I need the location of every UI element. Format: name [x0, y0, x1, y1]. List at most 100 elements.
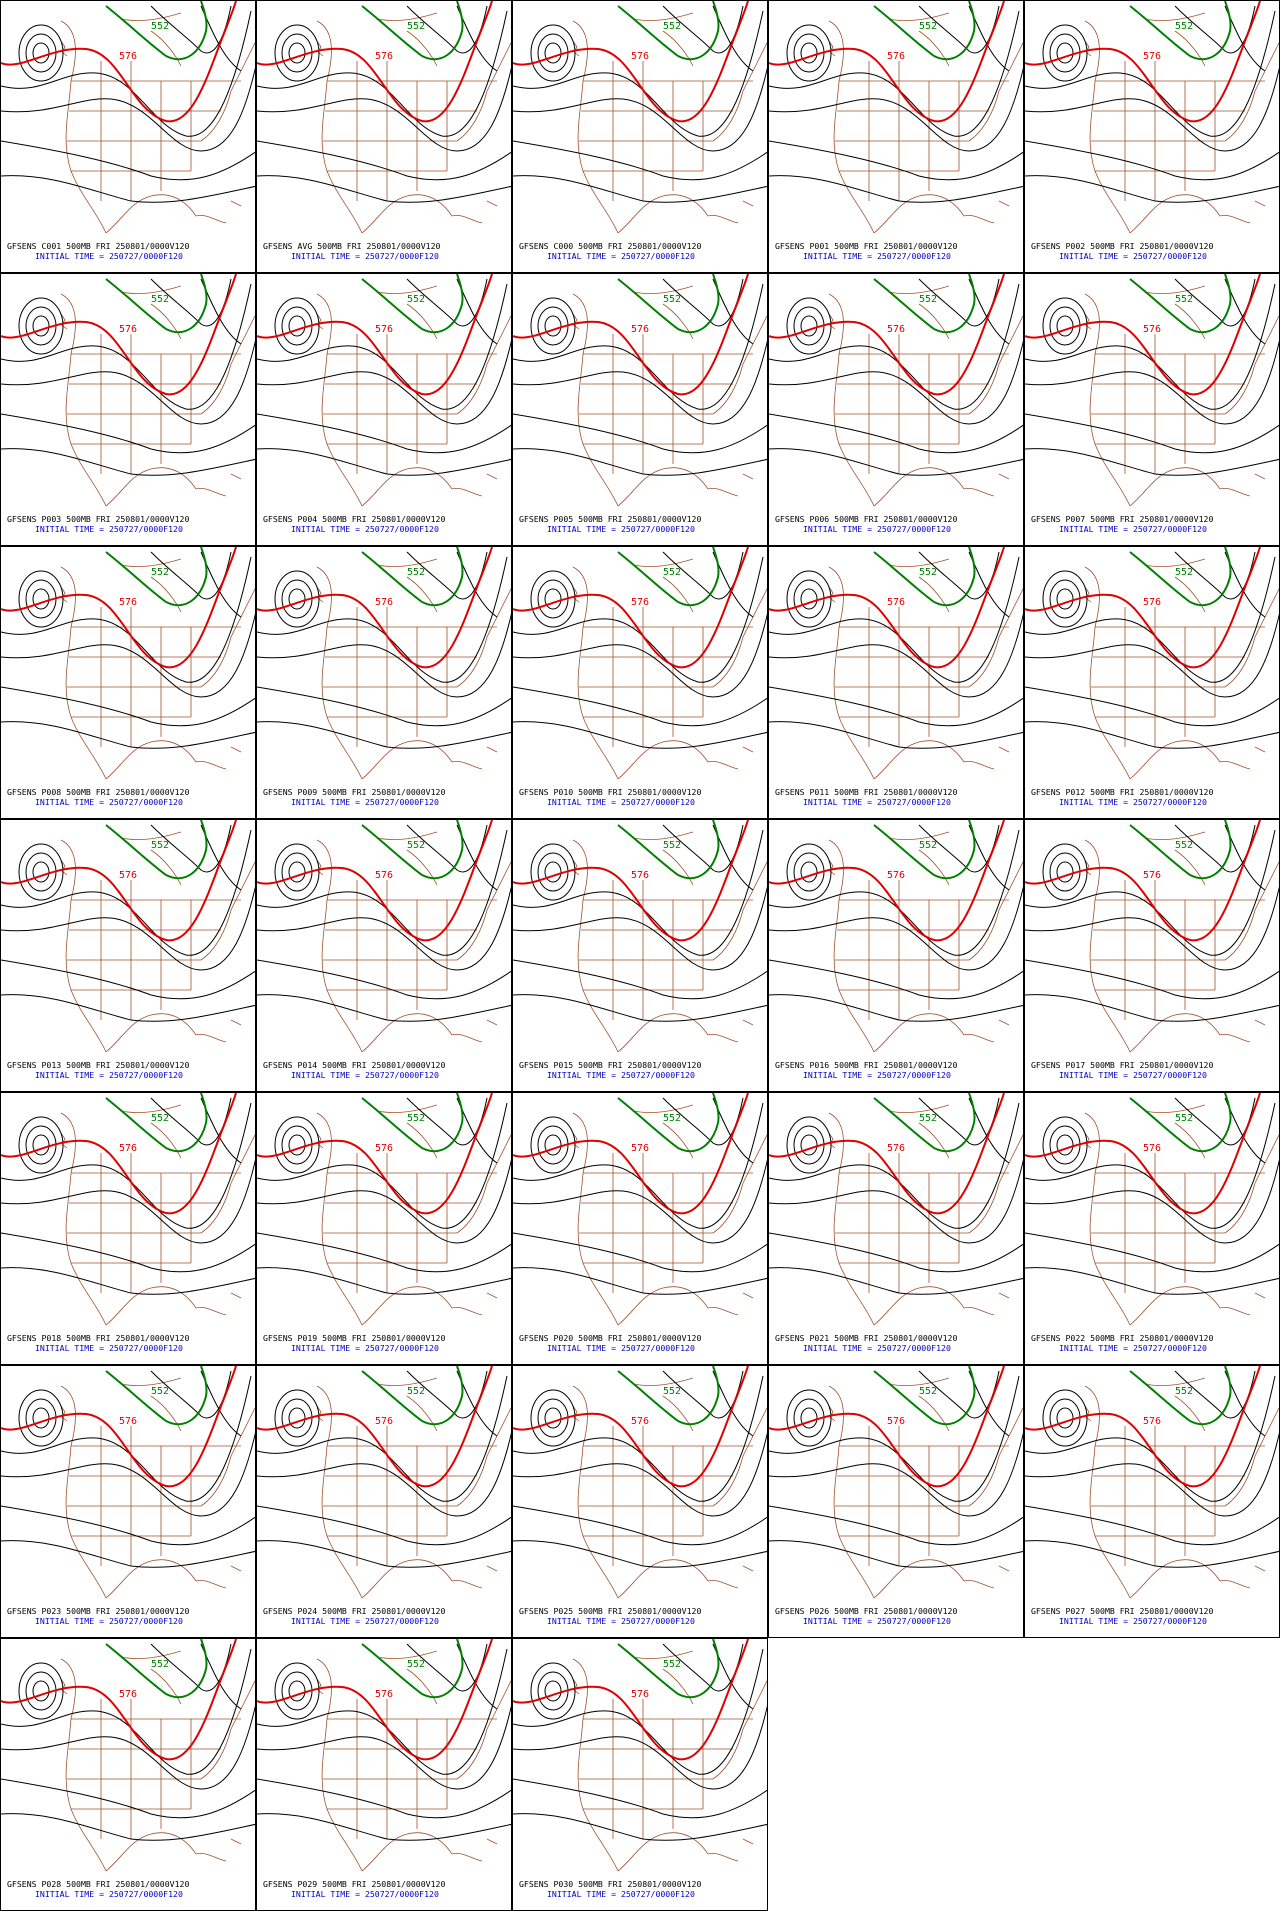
initial-time: INITIAL TIME = 250727/0000F120 [803, 251, 951, 261]
map-panel: 576 552 GFSENS P030 500MB FRI 250801/0000V… [512, 1638, 768, 1911]
initial-time: INITIAL TIME = 250727/0000F120 [803, 797, 951, 807]
map: 576 552 GFSENS AVG 500MB FRI 250801/0000V1… [257, 1, 511, 261]
map-contours [1, 547, 255, 780]
map-contours [257, 1639, 511, 1872]
panel-title: GFSENS P004 500MB FRI 250801/0000V120 [263, 514, 445, 524]
red-contour-label: 576 [119, 1689, 137, 1700]
map: 576 552 GFSENS P007 500MB FRI 250801/0000V… [1025, 274, 1279, 534]
green-contour-label: 552 [1175, 840, 1193, 851]
panel-title: GFSENS P009 500MB FRI 250801/0000V120 [263, 787, 445, 797]
red-contour-label: 576 [1143, 870, 1161, 881]
red-contour-label: 576 [1143, 1416, 1161, 1427]
map-contours [1025, 1093, 1279, 1326]
green-contour-label: 552 [1175, 21, 1193, 32]
red-contour-label: 576 [375, 870, 393, 881]
map-panel: 576 552 GFSENS P025 500MB FRI 250801/0000V… [512, 1365, 768, 1638]
panel-title: GFSENS P002 500MB FRI 250801/0000V120 [1031, 241, 1213, 251]
map-panel: 576 552 GFSENS AVG 500MB FRI 250801/0000V1… [256, 0, 512, 273]
map-panel: 576 552 GFSENS P027 500MB FRI 250801/0000V… [1024, 1365, 1280, 1638]
panel-title: GFSENS P005 500MB FRI 250801/0000V120 [519, 514, 701, 524]
initial-time: INITIAL TIME = 250727/0000F120 [1059, 251, 1207, 261]
map: 576 552 GFSENS P012 500MB FRI 250801/0000V… [1025, 547, 1279, 807]
red-contour-label: 576 [375, 1143, 393, 1154]
map-panel: 576 552 GFSENS P019 500MB FRI 250801/0000V… [256, 1092, 512, 1365]
map-contours [1, 1366, 255, 1599]
map-contours [1, 1, 255, 234]
map-panel: 576 552 GFSENS P013 500MB FRI 250801/0000V… [0, 819, 256, 1092]
map-panel: 576 552 GFSENS P016 500MB FRI 250801/0000V… [768, 819, 1024, 1092]
red-contour-label: 576 [631, 597, 649, 608]
map-contours [1, 820, 255, 1053]
map-panel: 576 552 GFSENS C000 500MB FRI 250801/0000V… [512, 0, 768, 273]
map-contours [513, 274, 767, 507]
red-contour-label: 576 [119, 1143, 137, 1154]
green-contour-label: 552 [151, 567, 169, 578]
green-contour-label: 552 [663, 21, 681, 32]
map-contours [257, 1366, 511, 1599]
red-contour-label: 576 [887, 1143, 905, 1154]
map: 576 552 GFSENS P028 500MB FRI 250801/0000V… [1, 1639, 255, 1899]
initial-time: INITIAL TIME = 250727/0000F120 [1059, 524, 1207, 534]
map-contours [1, 274, 255, 507]
map: 576 552 GFSENS P010 500MB FRI 250801/0000V… [513, 547, 767, 807]
map-contours [1, 1639, 255, 1872]
map: 576 552 GFSENS P011 500MB FRI 250801/0000V… [769, 547, 1023, 807]
map: 576 552 GFSENS P029 500MB FRI 250801/0000V… [257, 1639, 511, 1899]
map-contours [257, 274, 511, 507]
green-contour-label: 552 [151, 1113, 169, 1124]
map-panel: 576 552 GFSENS P012 500MB FRI 250801/0000V… [1024, 546, 1280, 819]
map: 576 552 GFSENS P021 500MB FRI 250801/0000V… [769, 1093, 1023, 1353]
red-contour-label: 576 [119, 597, 137, 608]
map-contours [1025, 547, 1279, 780]
map-panel: 576 552 GFSENS P023 500MB FRI 250801/0000V… [0, 1365, 256, 1638]
panel-title: GFSENS C000 500MB FRI 250801/0000V120 [519, 241, 701, 251]
map: 576 552 GFSENS C000 500MB FRI 250801/0000V… [513, 1, 767, 261]
map-panel: 576 552 GFSENS P001 500MB FRI 250801/0000V… [768, 0, 1024, 273]
map-panel: 576 552 GFSENS C001 500MB FRI 250801/0000V… [0, 0, 256, 273]
initial-time: INITIAL TIME = 250727/0000F120 [547, 1070, 695, 1080]
map: 576 552 GFSENS P025 500MB FRI 250801/0000V… [513, 1366, 767, 1626]
initial-time: INITIAL TIME = 250727/0000F120 [1059, 1616, 1207, 1626]
green-contour-label: 552 [407, 1113, 425, 1124]
map: 576 552 GFSENS P004 500MB FRI 250801/0000V… [257, 274, 511, 534]
initial-time: INITIAL TIME = 250727/0000F120 [803, 1343, 951, 1353]
map: 576 552 GFSENS P015 500MB FRI 250801/0000V… [513, 820, 767, 1080]
red-contour-label: 576 [631, 1143, 649, 1154]
map-panel: 576 552 GFSENS P017 500MB FRI 250801/0000V… [1024, 819, 1280, 1092]
map: 576 552 GFSENS P018 500MB FRI 250801/0000V… [1, 1093, 255, 1353]
map-contours [769, 1093, 1023, 1326]
map-panel: 576 552 GFSENS P002 500MB FRI 250801/0000V… [1024, 0, 1280, 273]
green-contour-label: 552 [151, 294, 169, 305]
map-panel: 576 552 GFSENS P020 500MB FRI 250801/0000V… [512, 1092, 768, 1365]
panel-title: GFSENS C001 500MB FRI 250801/0000V120 [7, 241, 189, 251]
panel-title: GFSENS P016 500MB FRI 250801/0000V120 [775, 1060, 957, 1070]
map-contours [769, 820, 1023, 1053]
map-panel: 576 552 GFSENS P014 500MB FRI 250801/0000V… [256, 819, 512, 1092]
map-contours [513, 1366, 767, 1599]
map: 576 552 GFSENS P030 500MB FRI 250801/0000V… [513, 1639, 767, 1899]
initial-time: INITIAL TIME = 250727/0000F120 [35, 1889, 183, 1899]
green-contour-label: 552 [1175, 294, 1193, 305]
initial-time: INITIAL TIME = 250727/0000F120 [35, 524, 183, 534]
panel-title: GFSENS P023 500MB FRI 250801/0000V120 [7, 1606, 189, 1616]
map-panel: 576 552 GFSENS P022 500MB FRI 250801/0000V… [1024, 1092, 1280, 1365]
map-panel: 576 552 GFSENS P004 500MB FRI 250801/0000V… [256, 273, 512, 546]
green-contour-label: 552 [919, 1113, 937, 1124]
red-contour-label: 576 [375, 324, 393, 335]
map-panel: 576 552 GFSENS P018 500MB FRI 250801/0000V… [0, 1092, 256, 1365]
panel-title: GFSENS P022 500MB FRI 250801/0000V120 [1031, 1333, 1213, 1343]
initial-time: INITIAL TIME = 250727/0000F120 [291, 251, 439, 261]
panel-title: GFSENS P030 500MB FRI 250801/0000V120 [519, 1879, 701, 1889]
red-contour-label: 576 [887, 597, 905, 608]
map: 576 552 GFSENS P023 500MB FRI 250801/0000V… [1, 1366, 255, 1626]
map: 576 552 GFSENS P019 500MB FRI 250801/0000V… [257, 1093, 511, 1353]
map-panel: 576 552 GFSENS P003 500MB FRI 250801/0000V… [0, 273, 256, 546]
map-contours [1025, 1366, 1279, 1599]
red-contour-label: 576 [887, 324, 905, 335]
red-contour-label: 576 [119, 1416, 137, 1427]
map-contours [1025, 274, 1279, 507]
panel-title: GFSENS P003 500MB FRI 250801/0000V120 [7, 514, 189, 524]
panel-title: GFSENS P025 500MB FRI 250801/0000V120 [519, 1606, 701, 1616]
map: 576 552 GFSENS P008 500MB FRI 250801/0000V… [1, 547, 255, 807]
